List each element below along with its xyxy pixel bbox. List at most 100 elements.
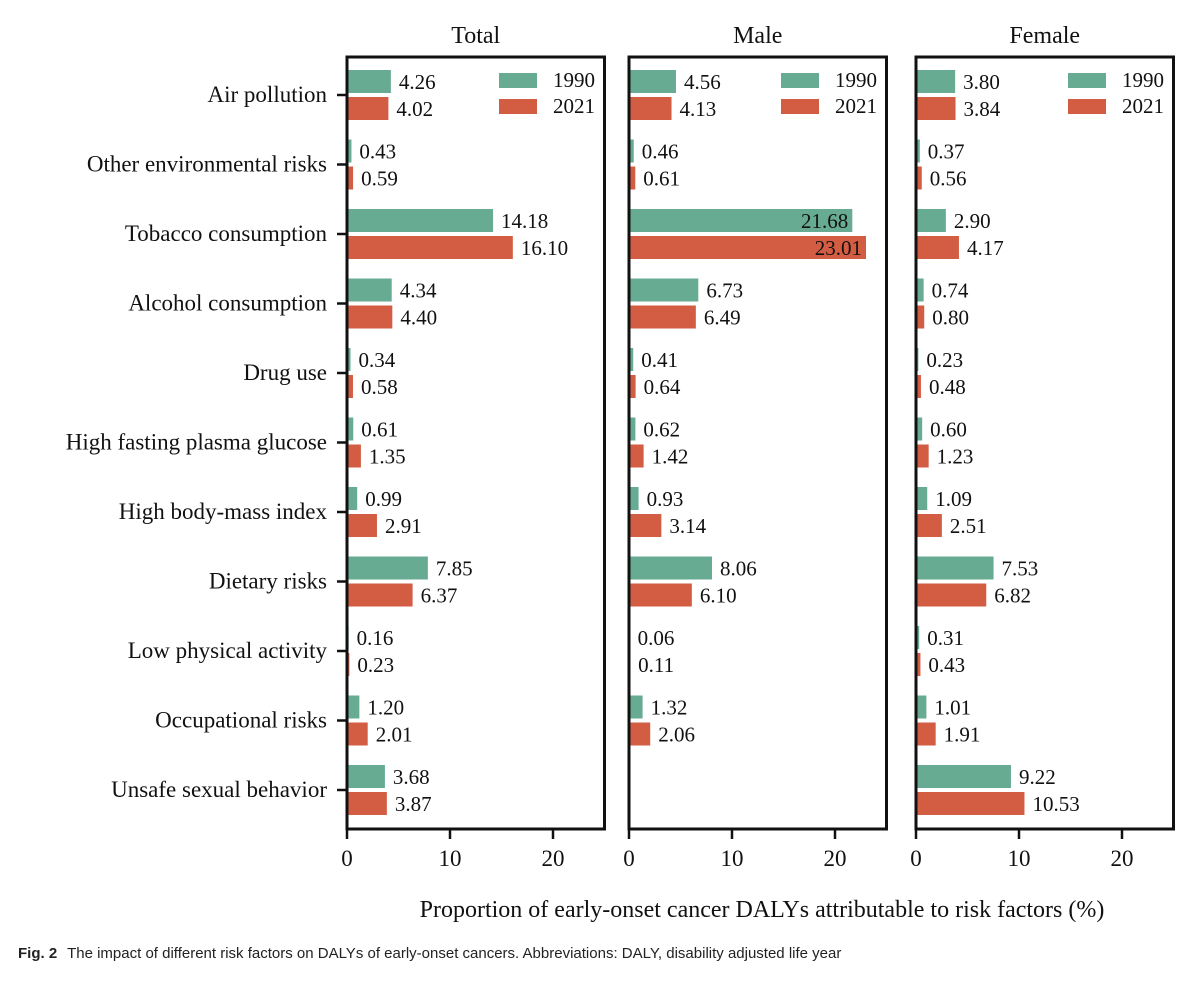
bar-2-1990-2 xyxy=(916,209,946,232)
value-label-2-2021-1: 0.56 xyxy=(930,167,967,191)
x-tick-label-1-2: 20 xyxy=(824,846,847,871)
value-label-2-1990-2: 2.90 xyxy=(954,209,991,233)
bar-2-1990-10 xyxy=(916,765,1011,788)
panel-frame-0 xyxy=(345,55,606,831)
bar-0-2021-3 xyxy=(347,305,393,329)
value-label-2-1990-3: 0.74 xyxy=(932,279,969,303)
bar-2-1990-5 xyxy=(916,417,923,441)
value-label-2-1990-5: 0.60 xyxy=(930,418,967,442)
bar-1-1990-0 xyxy=(629,70,676,93)
bar-1-2021-1 xyxy=(629,166,636,190)
legend-label-1-2021: 2021 xyxy=(835,94,877,118)
value-label-1-2021-0: 4.13 xyxy=(680,97,717,121)
value-label-0-1990-6: 0.99 xyxy=(365,487,402,511)
value-label-1-2021-8: 0.11 xyxy=(638,653,674,677)
bar-0-1990-3 xyxy=(347,278,392,302)
value-label-1-2021-4: 0.64 xyxy=(644,375,681,399)
bar-2-2021-3 xyxy=(916,305,925,329)
legend-label-2-2021: 2021 xyxy=(1122,94,1164,118)
bar-1-2021-0 xyxy=(629,97,672,120)
bar-0-2021-10 xyxy=(347,792,387,815)
x-tick-label-2-0: 0 xyxy=(910,846,922,871)
bar-2-2021-4 xyxy=(916,375,921,398)
value-label-2-2021-10: 10.53 xyxy=(1032,792,1079,816)
value-label-1-1990-8: 0.06 xyxy=(638,626,675,650)
value-label-2-2021-9: 1.91 xyxy=(944,723,981,747)
bar-1-1990-5 xyxy=(629,417,636,441)
legend-swatch-0-1990 xyxy=(499,73,537,88)
category-label-9: Occupational risks xyxy=(155,708,327,733)
value-label-2-1990-10: 9.22 xyxy=(1019,765,1056,789)
category-label-1: Other environmental risks xyxy=(87,152,327,177)
value-label-1-2021-3: 6.49 xyxy=(704,306,741,330)
caption-label: Fig. 2 xyxy=(18,945,58,962)
value-label-2-1990-4: 0.23 xyxy=(926,348,963,372)
value-label-1-1990-4: 0.41 xyxy=(641,348,678,372)
value-label-2-2021-8: 0.43 xyxy=(928,653,965,677)
legend-swatch-0-2021 xyxy=(499,99,537,114)
chart-canvas: Air pollution Other environmental risks To… xyxy=(66,23,1175,923)
value-label-0-2021-2: 16.10 xyxy=(521,236,568,260)
value-label-0-1990-7: 7.85 xyxy=(436,557,473,581)
legend-swatch-1-1990 xyxy=(781,73,819,88)
value-label-0-1990-2: 14.18 xyxy=(501,209,548,233)
bar-1-2021-6 xyxy=(629,514,662,537)
panel-title-0: Total xyxy=(451,23,500,49)
value-label-2-2021-2: 4.17 xyxy=(967,236,1004,260)
value-label-2-2021-5: 1.23 xyxy=(937,445,974,469)
category-label-4: Drug use xyxy=(243,360,327,385)
figure-caption: Fig. 2 The impact of different risk fact… xyxy=(18,945,1188,962)
legend-swatch-2-1990 xyxy=(1068,73,1106,88)
bar-2-1990-8 xyxy=(916,626,920,649)
legend-swatch-1-2021 xyxy=(781,99,819,114)
legend-label-0-2021: 2021 xyxy=(553,94,595,118)
bar-1-1990-6 xyxy=(629,487,639,510)
category-label-3: Alcohol consumption xyxy=(128,291,327,316)
bar-0-1990-10 xyxy=(347,765,385,788)
value-label-2-2021-7: 6.82 xyxy=(994,584,1031,608)
value-label-1-1990-1: 0.46 xyxy=(642,140,679,164)
value-label-2-1990-1: 0.37 xyxy=(928,140,965,164)
bar-2-1990-0 xyxy=(916,70,956,93)
value-label-0-1990-8: 0.16 xyxy=(357,626,394,650)
x-tick-label-1-1: 10 xyxy=(721,846,744,871)
bar-0-2021-6 xyxy=(347,514,377,537)
value-label-0-1990-3: 4.34 xyxy=(400,279,437,303)
value-label-2-1990-9: 1.01 xyxy=(934,696,971,720)
x-tick-label-2-1: 10 xyxy=(1008,846,1031,871)
value-label-1-1990-6: 0.93 xyxy=(647,487,684,511)
value-label-1-2021-6: 3.14 xyxy=(669,514,706,538)
bar-2-1990-3 xyxy=(916,278,924,302)
value-label-0-2021-10: 3.87 xyxy=(395,792,432,816)
x-tick-label-1-0: 0 xyxy=(623,846,635,871)
value-label-1-2021-2: 23.01 xyxy=(815,236,862,260)
bar-1-1990-7 xyxy=(629,556,713,580)
bar-1-2021-7 xyxy=(629,583,692,607)
panel-title-1: Male xyxy=(733,23,782,49)
bar-0-1990-7 xyxy=(347,556,428,580)
bar-1-2021-4 xyxy=(629,375,636,398)
bar-2-2021-9 xyxy=(916,722,936,746)
bar-0-1990-1 xyxy=(347,139,352,163)
bar-0-2021-7 xyxy=(347,583,413,607)
value-label-1-2021-9: 2.06 xyxy=(658,723,695,747)
bar-0-2021-1 xyxy=(347,166,354,190)
value-label-0-1990-0: 4.26 xyxy=(399,70,436,94)
bar-2-2021-1 xyxy=(916,166,922,190)
value-label-2-2021-4: 0.48 xyxy=(929,375,966,399)
category-label-6: High body-mass index xyxy=(119,499,328,524)
value-label-0-2021-1: 0.59 xyxy=(361,167,398,191)
x-tick-label-0-1: 10 xyxy=(439,846,462,871)
category-label-5: High fasting plasma glucose xyxy=(66,430,327,455)
value-label-2-2021-3: 0.80 xyxy=(932,306,969,330)
value-label-0-1990-4: 0.34 xyxy=(359,348,396,372)
bar-1-1990-1 xyxy=(629,139,634,163)
category-label-10: Unsafe sexual behavior xyxy=(111,777,327,802)
value-label-0-2021-7: 6.37 xyxy=(421,584,458,608)
legend-swatch-2-2021 xyxy=(1068,99,1106,114)
value-label-1-1990-7: 8.06 xyxy=(720,557,757,581)
bar-2-1990-1 xyxy=(916,139,920,163)
value-label-0-1990-1: 0.43 xyxy=(359,140,396,164)
value-label-1-1990-2: 21.68 xyxy=(801,209,848,233)
